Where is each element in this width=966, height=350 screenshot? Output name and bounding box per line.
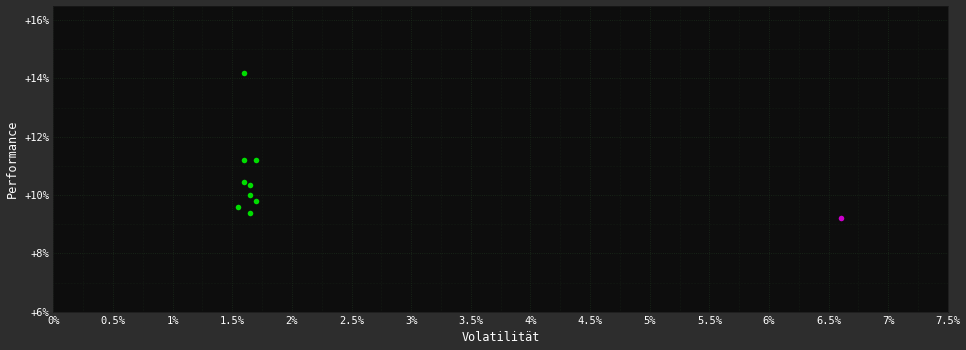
Point [242, 210, 258, 215]
Point [237, 70, 252, 75]
Y-axis label: Performance: Performance [6, 119, 18, 198]
Point [237, 157, 252, 163]
Point [833, 216, 848, 221]
Point [242, 182, 258, 188]
Point [248, 198, 264, 204]
Point [242, 192, 258, 198]
X-axis label: Volatilität: Volatilität [462, 331, 540, 344]
Point [237, 179, 252, 185]
Point [231, 204, 246, 210]
Point [248, 157, 264, 163]
